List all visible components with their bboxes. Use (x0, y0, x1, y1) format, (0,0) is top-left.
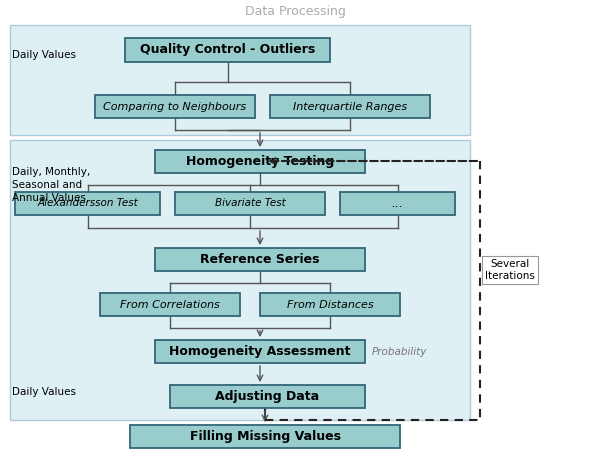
Text: Homogeneity Assessment: Homogeneity Assessment (169, 345, 350, 358)
FancyBboxPatch shape (15, 192, 160, 215)
Text: Comparing to Neighbours: Comparing to Neighbours (103, 101, 247, 112)
FancyBboxPatch shape (100, 293, 240, 316)
FancyBboxPatch shape (170, 385, 365, 408)
Text: Interquartile Ranges: Interquartile Ranges (293, 101, 407, 112)
FancyBboxPatch shape (340, 192, 455, 215)
FancyBboxPatch shape (155, 340, 365, 363)
FancyBboxPatch shape (125, 38, 330, 62)
Text: Daily, Monthly,
Seasonal and
Annual Values: Daily, Monthly, Seasonal and Annual Valu… (12, 167, 90, 203)
FancyBboxPatch shape (260, 293, 400, 316)
Text: ...: ... (392, 197, 404, 210)
FancyBboxPatch shape (175, 192, 325, 215)
Text: From Distances: From Distances (287, 300, 373, 309)
FancyBboxPatch shape (10, 25, 470, 135)
FancyBboxPatch shape (155, 248, 365, 271)
Text: Alexandersson Test: Alexandersson Test (37, 199, 138, 208)
FancyBboxPatch shape (270, 95, 430, 118)
Text: Probability: Probability (372, 347, 427, 357)
Text: Bivariate Test: Bivariate Test (215, 199, 286, 208)
FancyBboxPatch shape (95, 95, 255, 118)
FancyBboxPatch shape (130, 425, 400, 448)
Text: Quality Control - Outliers: Quality Control - Outliers (140, 43, 315, 57)
Text: Reference Series: Reference Series (200, 253, 320, 266)
Text: Several
Iterations: Several Iterations (485, 259, 535, 281)
Text: Data Processing: Data Processing (245, 6, 345, 18)
Text: Adjusting Data: Adjusting Data (215, 390, 320, 403)
Text: Filling Missing Values: Filling Missing Values (189, 430, 340, 443)
FancyBboxPatch shape (10, 140, 470, 420)
Text: Daily Values: Daily Values (12, 387, 76, 397)
Text: From Correlations: From Correlations (120, 300, 220, 309)
Text: Daily Values: Daily Values (12, 50, 76, 60)
FancyBboxPatch shape (155, 150, 365, 173)
Text: Homogeneity Testing: Homogeneity Testing (186, 155, 334, 168)
